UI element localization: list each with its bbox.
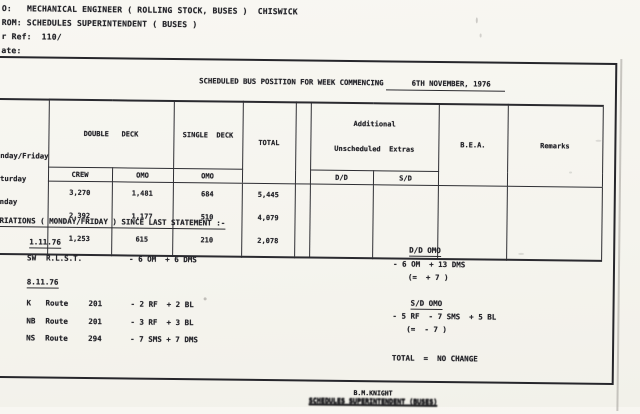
summary-dd-omo-net: (= + 7 ) [407, 272, 449, 283]
scan-speck [569, 171, 573, 174]
variation-entry-4: NS Route 294 - 7 SMS + 7 DMS [26, 329, 198, 348]
col-group-double-deck: DOUBLE DECK [48, 99, 174, 169]
remarks-cell-empty [506, 186, 602, 260]
document-header: O: MECHANICAL ENGINEER ( ROLLING STOCK, … [1, 2, 298, 61]
additional-label-line1: Additional [353, 120, 396, 129]
summary-dd-omo-heading: D/D OMO [409, 245, 441, 258]
variation-date-1: 1.11.76 [29, 237, 61, 249]
summary-sd-omo-heading: S/D OMO [410, 298, 443, 311]
col-group-single-deck: SINGLE DECK [173, 100, 243, 170]
variation-entry-1: SW R.L.S.T. - 6 OM + 6 DMS [27, 253, 197, 264]
value-monfri-crew: 3,270 [69, 188, 91, 198]
col-bea: B.E.A. [437, 103, 508, 187]
variation-entries-list: K Route 201 - 2 RF + 2 BL NB Route 201 - 3 RF … [26, 294, 198, 348]
additional-dd-cell-empty [309, 184, 373, 258]
garage-code: K [26, 298, 32, 308]
value-sun-sd-omo: 210 [200, 236, 214, 245]
entry-subject: R.L.S.T. [46, 253, 83, 263]
spacer-cell [294, 183, 310, 258]
subcol-sd-omo: OMO [172, 168, 243, 184]
subcol-dd-omo: OMO [111, 167, 174, 183]
value-sat-total: 4,079 [257, 213, 279, 223]
garage-code: NS [26, 333, 36, 343]
route-word: Route [45, 316, 68, 326]
subcol-sd: S/D [372, 170, 439, 186]
garage-code: SW [27, 253, 37, 263]
bea-cell-empty [437, 185, 507, 260]
garage-code: NB [26, 315, 36, 325]
col-group-additional-extras: Additional Unscheduled Extras [310, 102, 439, 172]
route-word: Route [45, 298, 69, 308]
summary-total-line: TOTAL = NO CHANGE [391, 353, 478, 364]
value-sun-dd-omo: 615 [135, 235, 149, 244]
entry-change: - 3 RF + 3 BL [130, 316, 194, 327]
row-label-sunday: nday [0, 197, 18, 207]
value-monfri-sd-omo: 684 [200, 190, 214, 199]
value-monfri-dd-omo: 1,481 [131, 189, 153, 198]
signatory-title: SCHEDULES SUPERINTENDENT (BUSES) [308, 396, 438, 406]
scan-speck [203, 297, 207, 301]
route-number: 201 [88, 299, 103, 309]
row-label-monday-friday: nday/Friday [0, 151, 49, 161]
form-title-label: SCHEDULED BUS POSITION FOR WEEK COMMENCI… [199, 76, 384, 88]
summary-dd-omo-change: - 6 OM + 13 DMS [392, 259, 466, 270]
variation-date-2: 8.11.76 [26, 277, 59, 289]
summary-sd-omo-net: (= - 7 ) [406, 324, 447, 335]
day-label-column: nday/Friday turday nday [0, 98, 49, 255]
scan-speck [479, 33, 482, 38]
additional-label-line2: Unscheduled Extras [334, 144, 415, 154]
scan-speck [518, 252, 525, 255]
col-total: TOTAL [241, 101, 296, 184]
route-number: 201 [88, 316, 102, 326]
route-word: Route [45, 333, 68, 343]
scan-speck [475, 17, 478, 24]
subcol-dd: D/D [309, 170, 374, 185]
total-values-cell: 5,445 4,079 2,078 [241, 183, 295, 257]
signature-block: B.M.KNIGHT SCHEDULES SUPERINTENDENT (BUS… [295, 388, 450, 406]
form-outline-box: SCHEDULED BUS POSITION FOR WEEK COMMENCI… [0, 55, 618, 385]
entry-change: - 6 OM + 6 DMS [129, 254, 197, 265]
week-commencing-date: 6TH NOVEMBER, 1976 [385, 78, 505, 92]
subcol-crew: CREW [47, 167, 113, 182]
row-label-saturday: turday [0, 174, 27, 184]
entry-change: - 2 RF + 2 BL [130, 299, 194, 310]
entry-change: - 7 SMS + 7 DMS [130, 334, 198, 345]
variation-entry-3: NB Route 201 - 3 RF + 3 BL [26, 312, 198, 331]
spacer-column [294, 102, 311, 185]
scan-speck [595, 139, 602, 142]
variation-entry-2: K Route 201 - 2 RF + 2 BL [26, 294, 198, 313]
form-title: SCHEDULED BUS POSITION FOR WEEK COMMENCI… [199, 76, 505, 92]
bus-position-table: nday/Friday turday nday DOUBLE DECK SING… [0, 97, 604, 262]
summary-sd-omo-change: - 5 RF - 7 SMS + 5 BL [392, 311, 497, 322]
value-sun-total: 2,078 [257, 236, 279, 246]
page-edge-shadow [616, 59, 622, 412]
col-remarks: Remarks [506, 104, 603, 188]
value-monfri-total: 5,445 [257, 190, 279, 200]
route-number: 294 [88, 334, 102, 344]
